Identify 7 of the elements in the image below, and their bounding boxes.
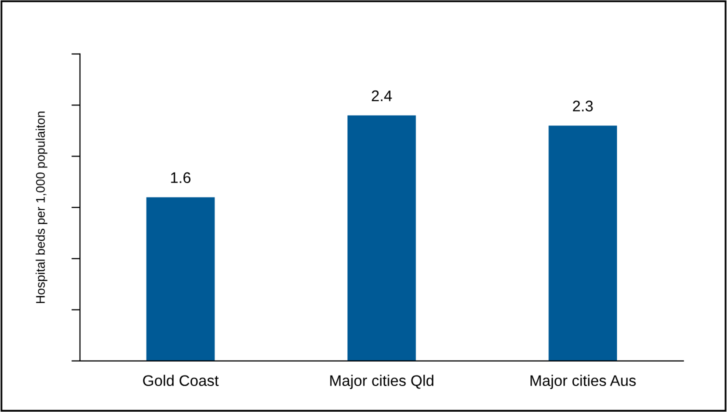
y-axis-title: Hospital beds per 1,000 populaiton — [36, 112, 48, 304]
x-tick-label: Gold Coast — [143, 374, 219, 386]
x-tick-label: Major cities Qld — [330, 374, 434, 390]
data-label: 2.4 — [372, 90, 392, 102]
data-label: 1.6 — [171, 172, 190, 184]
x-tick-label: Major cities Aus — [530, 374, 636, 390]
data-label: 2.3 — [572, 100, 593, 112]
